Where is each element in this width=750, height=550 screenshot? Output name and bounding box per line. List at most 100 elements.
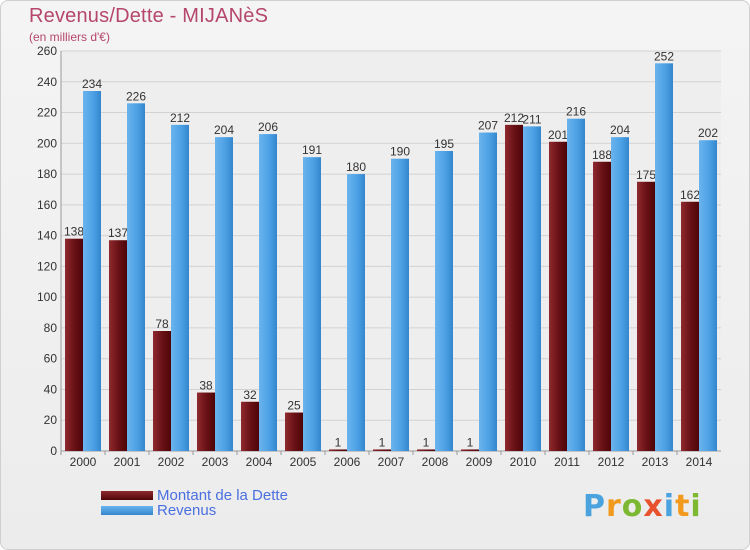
data-label: 252: [654, 49, 674, 63]
bar-revenus: [391, 158, 409, 451]
data-label: 138: [64, 225, 84, 239]
data-label: 211: [522, 112, 541, 126]
logo-letter: o: [621, 489, 644, 524]
y-tick-label: 120: [37, 259, 57, 273]
y-tick-label: 60: [44, 352, 58, 366]
y-tick-label: 140: [37, 229, 57, 243]
data-label: 202: [698, 126, 718, 140]
data-label: 188: [592, 148, 612, 162]
bar-revenus: [655, 63, 673, 452]
data-label: 190: [390, 145, 410, 159]
bar-revenus: [699, 140, 717, 451]
x-tick-label: 2002: [158, 455, 185, 469]
bar-dette: [461, 449, 479, 451]
x-tick-label: 2011: [554, 455, 580, 469]
data-label: 175: [636, 168, 656, 182]
bar-dette: [197, 392, 215, 451]
proxiti-logo: Proxiti: [583, 489, 702, 524]
y-tick-label: 40: [44, 382, 58, 396]
legend-swatch-dette: [101, 490, 153, 500]
legend-item-dette: Montant de la Dette: [101, 486, 288, 504]
bar-revenus: [479, 132, 497, 452]
logo-letter: P: [583, 489, 606, 524]
bar-dette: [505, 124, 523, 451]
bar-revenus: [347, 174, 365, 452]
bar-dette: [65, 238, 83, 451]
y-tick-label: 0: [50, 444, 57, 458]
data-label: 216: [566, 105, 586, 119]
data-label: 38: [199, 379, 213, 393]
x-tick-label: 2003: [202, 455, 229, 469]
x-tick-label: 2004: [246, 455, 273, 469]
legend-label-dette: Montant de la Dette: [157, 486, 288, 504]
y-tick-label: 160: [37, 198, 57, 212]
bar-revenus: [83, 91, 101, 451]
bar-dette: [593, 161, 611, 451]
y-tick-label: 180: [37, 167, 57, 181]
x-tick-label: 2010: [510, 455, 537, 469]
bar-dette: [549, 141, 567, 451]
bar-dette: [285, 412, 303, 451]
bar-revenus: [215, 137, 233, 451]
x-tick-label: 2006: [334, 455, 361, 469]
x-tick-label: 2009: [466, 455, 493, 469]
bar-dette: [681, 201, 699, 451]
data-label: 195: [434, 137, 454, 151]
y-tick-label: 80: [44, 321, 58, 335]
legend-swatch-revenus: [101, 505, 153, 515]
x-tick-label: 2014: [686, 455, 713, 469]
bar-revenus: [435, 151, 453, 451]
x-tick-label: 2007: [378, 455, 405, 469]
bar-dette: [241, 401, 259, 451]
x-tick-label: 2013: [642, 455, 669, 469]
logo-letter: i: [663, 489, 676, 524]
data-label: 1: [467, 435, 474, 449]
legend-label-revenus: Revenus: [157, 501, 217, 519]
chart-subtitle: (en milliers d'€): [29, 30, 110, 44]
y-tick-label: 20: [44, 413, 58, 427]
bar-revenus: [303, 157, 321, 451]
data-label: 1: [379, 435, 386, 449]
x-tick-label: 2005: [290, 455, 317, 469]
x-tick-label: 2000: [70, 455, 97, 469]
data-label: 32: [243, 388, 257, 402]
data-label: 204: [214, 123, 234, 137]
logo-letter: r: [606, 489, 622, 524]
bar-revenus: [567, 118, 585, 451]
data-label: 207: [478, 119, 498, 133]
bar-revenus: [259, 134, 277, 452]
data-label: 180: [346, 160, 366, 174]
y-tick-label: 220: [37, 106, 57, 120]
data-label: 234: [82, 77, 102, 91]
bar-dette: [329, 449, 347, 451]
bar-revenus: [171, 124, 189, 451]
bar-dette: [417, 449, 435, 451]
y-tick-label: 240: [37, 75, 57, 89]
data-label: 201: [548, 128, 568, 142]
y-tick-label: 260: [37, 44, 57, 58]
logo-letter: t: [675, 489, 691, 524]
data-label: 204: [610, 123, 630, 137]
bar-dette: [637, 181, 655, 451]
x-tick-label: 2012: [598, 455, 625, 469]
x-tick-label: 2008: [422, 455, 449, 469]
data-label: 137: [108, 226, 128, 240]
bar-revenus: [523, 126, 541, 451]
data-label: 226: [126, 89, 146, 103]
data-label: 1: [335, 435, 342, 449]
data-label: 162: [680, 188, 700, 202]
data-label: 206: [258, 120, 278, 134]
y-tick-label: 100: [37, 290, 57, 304]
chart-title: Revenus/Dette - MIJANèS: [29, 5, 269, 27]
bar-dette: [373, 449, 391, 451]
logo-letter: i: [690, 489, 702, 524]
bar-dette: [109, 240, 127, 451]
bar-dette: [153, 331, 171, 451]
bar-revenus: [611, 137, 629, 451]
logo-letter: x: [643, 489, 664, 524]
data-label: 191: [302, 143, 322, 157]
x-tick-label: 2001: [114, 455, 141, 469]
data-label: 212: [504, 111, 524, 125]
